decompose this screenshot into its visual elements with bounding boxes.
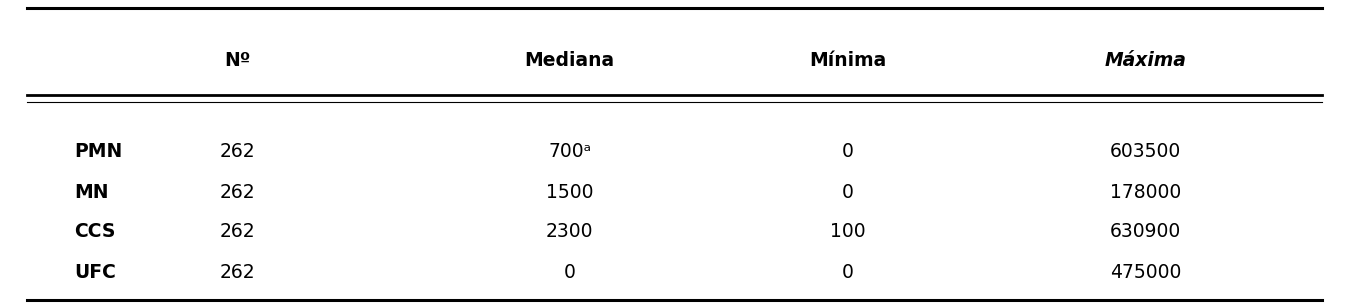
Text: 0: 0 <box>842 142 853 161</box>
Text: 700ᵃ: 700ᵃ <box>548 142 591 161</box>
Text: 0: 0 <box>842 263 853 282</box>
Text: 0: 0 <box>842 183 853 202</box>
Text: 475000: 475000 <box>1111 263 1181 282</box>
Text: 262: 262 <box>220 222 255 241</box>
Text: 603500: 603500 <box>1111 142 1181 161</box>
Text: Mediana: Mediana <box>525 51 614 70</box>
Text: UFC: UFC <box>75 263 117 282</box>
Text: 178000: 178000 <box>1111 183 1181 202</box>
Text: Mínima: Mínima <box>810 51 885 70</box>
Text: CCS: CCS <box>75 222 117 241</box>
Text: MN: MN <box>75 183 108 202</box>
Text: Máxima: Máxima <box>1105 51 1186 70</box>
Text: 262: 262 <box>220 142 255 161</box>
Text: 630900: 630900 <box>1111 222 1181 241</box>
Text: 2300: 2300 <box>545 222 594 241</box>
Text: PMN: PMN <box>75 142 123 161</box>
Text: 262: 262 <box>220 263 255 282</box>
Text: 100: 100 <box>830 222 865 241</box>
Text: Nº: Nº <box>224 51 251 70</box>
Text: 262: 262 <box>220 183 255 202</box>
Text: 0: 0 <box>564 263 575 282</box>
Text: 1500: 1500 <box>545 183 594 202</box>
